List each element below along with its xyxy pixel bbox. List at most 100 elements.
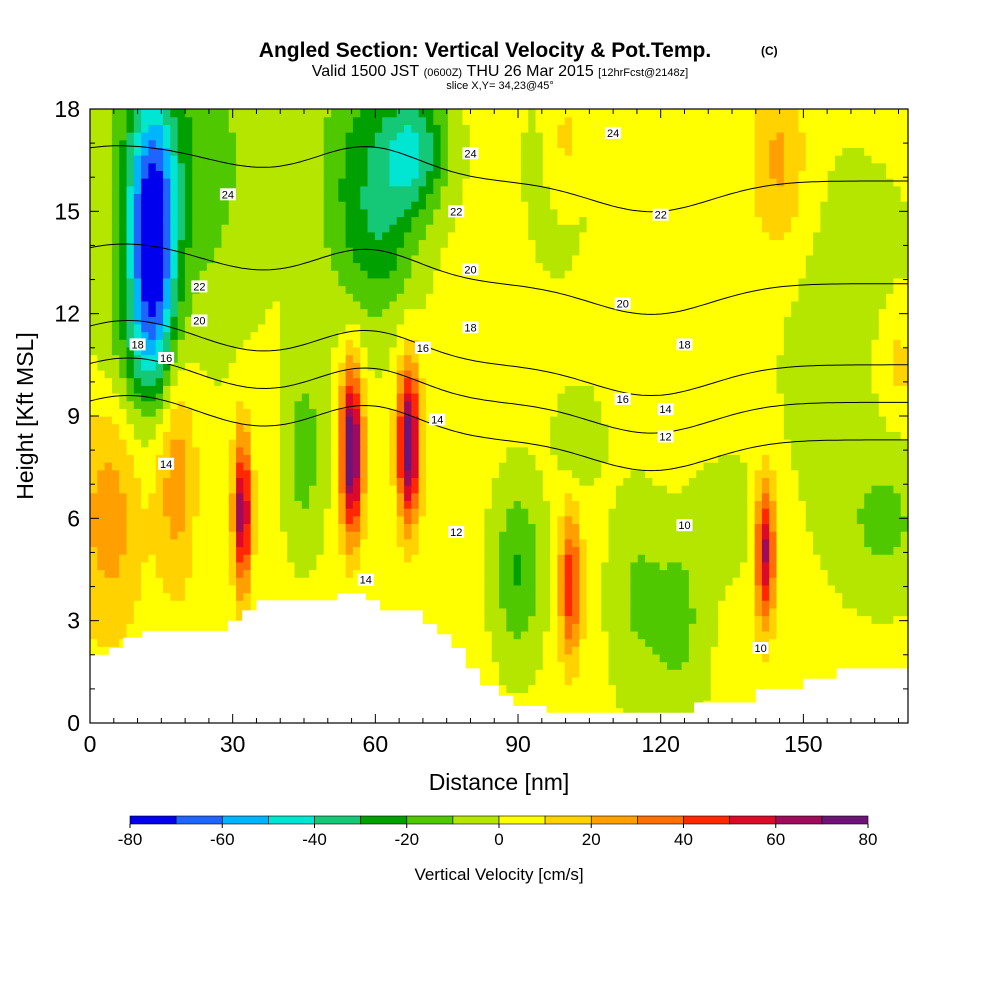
velocity-cell (703, 592, 712, 601)
velocity-cell (141, 600, 150, 609)
velocity-cell (783, 485, 792, 494)
velocity-cell (469, 584, 478, 594)
velocity-cell (776, 492, 785, 502)
velocity-cell (754, 500, 763, 509)
velocity-cell (608, 692, 617, 701)
velocity-cell (440, 469, 449, 478)
velocity-cell (827, 446, 836, 455)
velocity-cell (528, 385, 537, 394)
velocity-cell (601, 392, 610, 402)
velocity-cell (798, 446, 807, 455)
velocity-cell (681, 569, 690, 578)
velocity-cell (827, 500, 836, 509)
velocity-cell (652, 692, 661, 701)
velocity-cell (564, 692, 573, 701)
velocity-cell (659, 569, 668, 578)
velocity-cell (564, 676, 573, 686)
velocity-cell (360, 515, 369, 525)
velocity-cell (257, 561, 266, 571)
velocity-cell (827, 577, 836, 586)
velocity-cell (557, 462, 566, 471)
velocity-cell (666, 661, 675, 670)
velocity-cell (141, 623, 150, 632)
velocity-cell (192, 477, 201, 486)
velocity-cell (645, 546, 653, 555)
velocity-cell (491, 423, 500, 432)
velocity-cell (886, 431, 894, 440)
velocity-cell (287, 462, 296, 471)
velocity-cell (462, 477, 471, 486)
velocity-cell (579, 408, 588, 417)
velocity-cell (900, 638, 908, 647)
velocity-cell (411, 485, 420, 494)
velocity-cell (214, 623, 223, 632)
velocity-cell (90, 400, 98, 409)
velocity-cell (761, 408, 770, 417)
velocity-cell (301, 408, 310, 417)
velocity-cell (849, 653, 858, 663)
velocity-cell (674, 600, 683, 609)
velocity-cell (184, 600, 193, 609)
velocity-cell (740, 623, 748, 632)
velocity-cell (696, 546, 705, 555)
velocity-cell (740, 469, 748, 478)
velocity-cell (769, 554, 778, 563)
velocity-cell (791, 584, 800, 594)
velocity-cell (221, 408, 230, 417)
velocity-cell (170, 538, 179, 548)
velocity-cell (630, 416, 639, 425)
velocity-cell (834, 646, 843, 655)
velocity-cell (199, 554, 208, 563)
velocity-cell (484, 561, 493, 571)
velocity-cell (133, 592, 142, 601)
velocity-cell (608, 546, 617, 555)
velocity-cell (601, 469, 610, 478)
velocity-cell (761, 485, 770, 494)
velocity-cell (834, 515, 843, 525)
velocity-cell (520, 669, 529, 678)
velocity-cell (681, 600, 690, 609)
velocity-cell (469, 630, 478, 640)
velocity-cell (893, 577, 902, 586)
velocity-cell (309, 431, 318, 440)
velocity-cell (615, 416, 624, 425)
velocity-cell (433, 546, 442, 555)
velocity-cell (637, 623, 646, 632)
velocity-cell (352, 431, 361, 440)
velocity-cell (97, 523, 106, 532)
velocity-cell (776, 454, 785, 463)
velocity-cell (177, 515, 186, 525)
velocity-cell (382, 523, 391, 532)
velocity-cell (608, 408, 617, 417)
velocity-cell (747, 385, 756, 394)
velocity-cell (374, 439, 383, 448)
velocity-cell (382, 454, 391, 463)
velocity-cell (206, 377, 215, 386)
velocity-cell (550, 623, 559, 632)
velocity-cell (447, 638, 456, 647)
velocity-cell (520, 492, 529, 502)
velocity-cell (615, 439, 624, 448)
velocity-cell (586, 569, 595, 578)
velocity-cell (447, 538, 456, 548)
velocity-cell (323, 400, 332, 409)
velocity-cell (652, 646, 661, 655)
velocity-cell (703, 485, 712, 494)
velocity-cell (279, 439, 288, 448)
velocity-cell (593, 607, 602, 617)
velocity-cell (805, 400, 814, 409)
velocity-cell (484, 676, 493, 686)
velocity-cell (615, 469, 624, 478)
velocity-cell (177, 561, 186, 571)
velocity-cell (805, 439, 814, 448)
velocity-cell (477, 623, 485, 632)
velocity-cell (710, 446, 719, 455)
velocity-cell (535, 569, 544, 578)
velocity-cell (323, 392, 332, 402)
velocity-cell (593, 462, 602, 471)
velocity-cell (236, 477, 244, 486)
velocity-cell (367, 469, 376, 478)
velocity-cell (119, 377, 128, 386)
velocity-cell (791, 477, 800, 486)
velocity-cell (331, 385, 339, 394)
